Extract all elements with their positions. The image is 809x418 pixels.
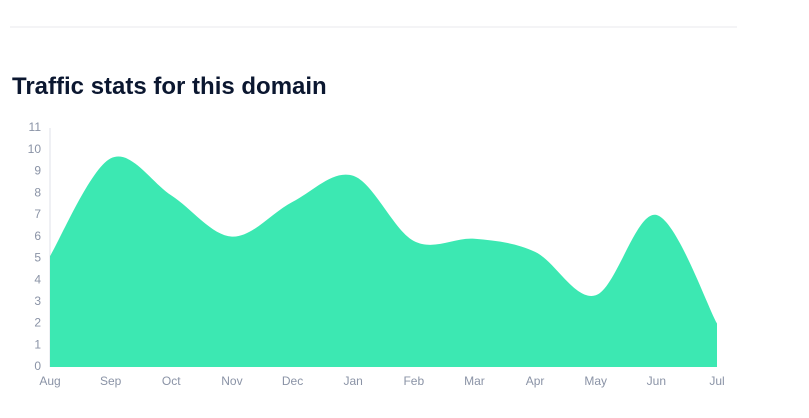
area (50, 156, 717, 367)
chart-title: Traffic stats for this domain (12, 73, 327, 100)
y-tick-label: 7 (34, 207, 41, 221)
y-tick-label: 1 (34, 337, 41, 351)
x-tick-label: Oct (162, 374, 181, 388)
x-tick-label: Sep (100, 374, 122, 388)
x-tick-label: Apr (526, 374, 545, 388)
x-tick-label: Nov (221, 374, 242, 388)
x-tick-label: May (584, 374, 607, 388)
y-tick-label: 10 (28, 142, 42, 156)
y-tick-label: 3 (34, 294, 41, 308)
y-tick-label: 6 (34, 229, 41, 243)
x-tick-label: Dec (282, 374, 303, 388)
x-tick-label: Jul (709, 374, 724, 388)
y-tick-label: 4 (34, 272, 41, 286)
y-tick-label: 0 (34, 359, 41, 373)
y-tick-label: 11 (29, 120, 42, 134)
y-tick-label: 5 (34, 251, 41, 265)
y-tick-label: 9 (34, 164, 41, 178)
y-tick-label: 8 (34, 185, 41, 199)
x-tick-label: Mar (464, 374, 485, 388)
x-tick-label: Feb (403, 374, 424, 388)
y-tick-label: 2 (34, 316, 41, 330)
x-tick-label: Jun (647, 374, 666, 388)
x-tick-label: Jan (344, 374, 363, 388)
x-tick-label: Aug (39, 374, 60, 388)
